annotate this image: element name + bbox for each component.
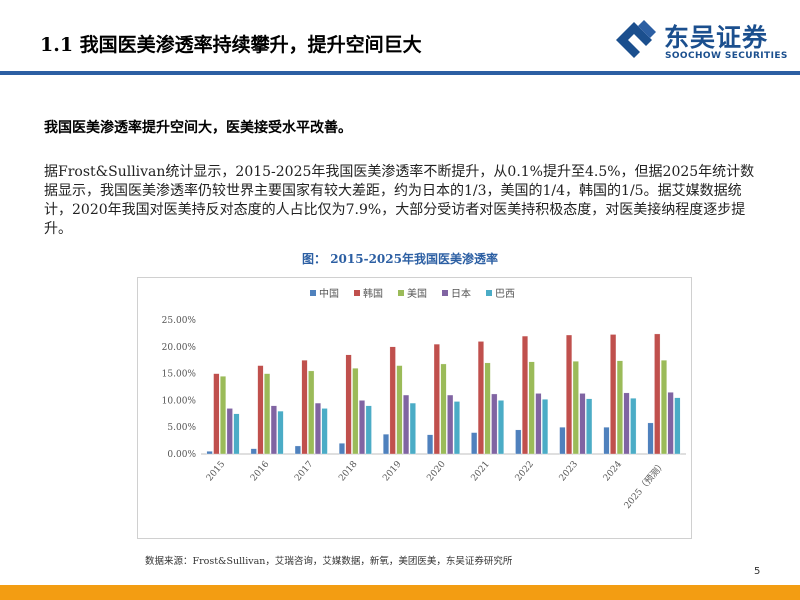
legend-label-3: 日本 xyxy=(451,287,471,300)
bar-3-8 xyxy=(579,393,586,455)
bar-4-9 xyxy=(630,398,637,455)
bar-0-9 xyxy=(603,427,610,455)
x-tick-label-9: 2024 xyxy=(602,459,625,483)
bar-1-7 xyxy=(522,335,528,455)
bar-1-8 xyxy=(566,334,573,455)
bar-3-9 xyxy=(623,392,630,455)
legend-label-2: 美国 xyxy=(407,287,427,300)
bar-1-5 xyxy=(433,343,440,455)
bar-4-8 xyxy=(586,398,593,455)
y-tick-label-3: 15.00% xyxy=(162,370,197,380)
figure-title: 图： 2015-2025年我国医美渗透率 xyxy=(302,252,498,266)
penetration-bar-chart: 中国 韩国 美国 日本 巴西 0.00% 5.00% 10.00% 15.00% 20.00% 25… xyxy=(162,287,686,511)
bar-3-10 xyxy=(667,392,674,455)
bar-0-7 xyxy=(515,429,522,455)
bar-0-6 xyxy=(471,432,478,455)
bar-2-4 xyxy=(396,365,403,455)
y-tick-label-4: 20.00% xyxy=(162,343,197,353)
bar-1-4 xyxy=(389,346,396,455)
x-tick-label-2: 2017 xyxy=(293,459,316,483)
bar-0-10 xyxy=(647,422,654,455)
y-tick-label-0: 0.00% xyxy=(167,450,196,460)
bar-1-2 xyxy=(301,360,308,455)
bar-4-7 xyxy=(542,399,549,455)
bar-2-0 xyxy=(220,376,226,455)
bar-4-3 xyxy=(365,405,372,455)
bar-2-6 xyxy=(484,362,491,455)
x-tick-label-10: 2025（预测） xyxy=(622,459,668,511)
bar-3-7 xyxy=(535,393,542,455)
bar-2-9 xyxy=(616,360,623,455)
bar-0-8 xyxy=(559,427,566,455)
bar-1-3 xyxy=(345,354,352,455)
bar-2-3 xyxy=(352,368,359,455)
legend-label-0: 中国 xyxy=(319,287,339,300)
company-logo: 东吴证券 SOOCHOW SECURITIES xyxy=(612,16,792,66)
bar-2-7 xyxy=(528,361,535,455)
logo-cn-text: 东吴证券 xyxy=(664,23,769,52)
bar-3-5 xyxy=(447,394,454,455)
bar-2-10 xyxy=(661,360,667,455)
legend-swatch-4 xyxy=(486,290,492,296)
bar-4-6 xyxy=(498,400,504,455)
footer-bar xyxy=(0,585,800,600)
bar-3-3 xyxy=(359,400,365,455)
bar-3-6 xyxy=(491,393,498,455)
bar-1-10 xyxy=(654,333,661,455)
bar-1-0 xyxy=(213,373,220,455)
page-number: 5 xyxy=(754,566,761,577)
bar-0-1 xyxy=(250,448,257,455)
data-source-note: 数据来源：Frost&Sullivan，艾瑞咨询，艾媒数据，新氧，美团医美，东吴… xyxy=(145,556,513,567)
legend-swatch-2 xyxy=(398,290,404,296)
bar-0-3 xyxy=(338,443,345,455)
chart-container: 中国 韩国 美国 日本 巴西 0.00% 5.00% 10.00% 15.00% 20.00% 25… xyxy=(137,277,692,539)
bar-4-4 xyxy=(409,402,416,455)
x-tick-label-5: 2020 xyxy=(425,459,448,483)
bar-4-5 xyxy=(453,401,460,455)
section-subheading: 我国医美渗透率提升空间大，医美接受水平改善。 xyxy=(44,120,352,136)
x-tick-label-8: 2023 xyxy=(558,459,581,483)
x-tick-label-4: 2019 xyxy=(381,459,404,483)
bar-4-2 xyxy=(321,408,328,455)
y-tick-label-2: 10.00% xyxy=(162,396,197,406)
legend-label-1: 韩国 xyxy=(363,287,383,300)
y-tick-label-1: 5.00% xyxy=(167,423,196,433)
bar-4-1 xyxy=(277,410,284,455)
bar-3-0 xyxy=(226,408,233,455)
legend-swatch-0 xyxy=(310,290,316,296)
y-tick-label-5: 25.00% xyxy=(162,316,197,326)
bar-2-8 xyxy=(572,361,579,455)
x-tick-label-7: 2022 xyxy=(514,460,536,484)
soochow-logo-icon xyxy=(616,20,656,58)
bar-0-5 xyxy=(427,434,434,455)
x-tick-label-6: 2021 xyxy=(470,460,492,484)
bar-3-4 xyxy=(403,394,410,455)
bar-4-10 xyxy=(674,397,681,455)
x-tick-label-0: 2015 xyxy=(205,459,228,483)
bar-0-2 xyxy=(294,445,301,455)
x-tick-label-3: 2018 xyxy=(337,459,360,483)
bar-0-4 xyxy=(383,434,389,455)
x-tick-label-1: 2016 xyxy=(249,459,272,483)
bar-2-1 xyxy=(264,373,271,455)
bar-2-5 xyxy=(440,363,447,455)
logo-en-text: SOOCHOW SECURITIES xyxy=(665,51,788,61)
bar-1-1 xyxy=(257,365,264,455)
bar-2-2 xyxy=(308,370,315,455)
bar-3-1 xyxy=(270,405,277,455)
legend-swatch-3 xyxy=(442,290,448,296)
page-title: 1.1 我国医美渗透率持续攀升，提升空间巨大 xyxy=(40,34,422,56)
bar-1-6 xyxy=(477,341,484,455)
bar-3-2 xyxy=(314,402,321,455)
header-rule xyxy=(0,71,800,75)
legend-swatch-1 xyxy=(354,290,360,296)
bar-4-0 xyxy=(233,413,240,455)
legend-label-4: 巴西 xyxy=(495,288,515,300)
bar-0-0 xyxy=(206,451,213,455)
bar-1-9 xyxy=(610,334,617,455)
body-paragraph: 据Frost&Sullivan统计显示，2015-2025年我国医美渗透率不断提… xyxy=(44,164,755,237)
